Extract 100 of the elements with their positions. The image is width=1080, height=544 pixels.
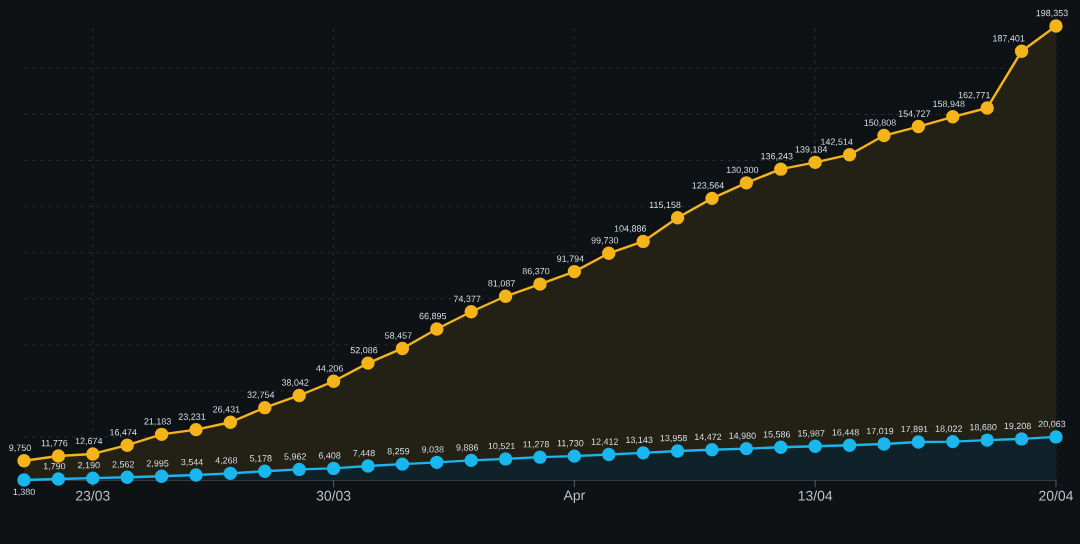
data-label: 12,674 xyxy=(75,437,103,446)
data-label: 13,143 xyxy=(626,436,653,445)
point xyxy=(911,119,926,134)
point xyxy=(1014,44,1029,58)
x-tick-label: 23/03 xyxy=(76,490,110,501)
point xyxy=(292,388,306,403)
data-label: 5,962 xyxy=(284,453,306,461)
data-label: 74,377 xyxy=(453,295,481,304)
point xyxy=(395,341,410,356)
point xyxy=(17,473,31,487)
data-label: 187,401 xyxy=(993,35,1025,43)
point xyxy=(17,453,31,468)
data-label: 58,457 xyxy=(385,332,412,340)
data-label: 142,514 xyxy=(821,138,853,146)
point xyxy=(670,211,685,225)
point xyxy=(189,422,203,437)
data-label: 2,562 xyxy=(112,461,134,469)
data-label: 4,268 xyxy=(215,457,238,465)
data-label: 130,300 xyxy=(726,166,759,175)
data-label: 162,771 xyxy=(958,91,991,100)
data-label: 11,730 xyxy=(557,440,584,448)
data-label: 17,019 xyxy=(866,427,894,436)
point xyxy=(877,437,891,451)
data-label: 32,754 xyxy=(247,391,275,399)
point xyxy=(86,447,100,461)
point xyxy=(980,433,994,447)
point xyxy=(223,466,238,481)
data-label: 18,680 xyxy=(970,424,997,432)
point xyxy=(120,470,134,484)
x-tick-label: 20/04 xyxy=(1039,490,1073,501)
data-label: 10,521 xyxy=(488,442,515,451)
data-label: 2,190 xyxy=(78,462,100,470)
point xyxy=(464,453,478,468)
point xyxy=(739,176,754,190)
point xyxy=(498,452,513,466)
data-label: 115,158 xyxy=(649,201,681,210)
data-label: 66,895 xyxy=(419,312,447,321)
point xyxy=(739,441,754,456)
point xyxy=(430,455,444,470)
point xyxy=(464,305,478,319)
data-label: 136,243 xyxy=(761,153,793,161)
point xyxy=(533,450,547,464)
point xyxy=(258,400,272,415)
data-label: 6,408 xyxy=(318,452,341,460)
point xyxy=(1049,19,1063,33)
data-label: 9,750 xyxy=(9,444,31,452)
point xyxy=(326,461,341,476)
point xyxy=(877,128,891,143)
data-label: 9,038 xyxy=(422,446,444,454)
data-label: 104,886 xyxy=(614,225,647,233)
point xyxy=(292,462,306,477)
point xyxy=(567,264,582,279)
point xyxy=(774,440,788,454)
point xyxy=(361,356,375,370)
point xyxy=(980,101,994,115)
data-label: 20,063 xyxy=(1038,420,1066,429)
point xyxy=(86,471,100,485)
point xyxy=(430,322,444,336)
point xyxy=(189,468,203,482)
point xyxy=(705,443,719,457)
data-label: 13,958 xyxy=(660,434,687,443)
data-label: 99,730 xyxy=(591,237,619,245)
data-label: 17,891 xyxy=(901,425,928,434)
point xyxy=(911,435,926,449)
point xyxy=(774,162,788,176)
data-label: 7,448 xyxy=(353,449,375,458)
data-label: 91,794 xyxy=(557,255,584,263)
data-label: 81,087 xyxy=(488,280,515,288)
x-tick-label: Apr xyxy=(563,490,586,503)
data-label: 38,042 xyxy=(281,379,309,387)
data-label: 15,586 xyxy=(763,431,791,439)
point xyxy=(223,415,238,429)
data-label: 14,980 xyxy=(729,432,756,440)
data-label: 198,353 xyxy=(1036,9,1068,18)
point xyxy=(808,439,822,454)
data-label: 150,808 xyxy=(864,119,896,127)
point xyxy=(602,447,616,462)
data-label: 1,380 xyxy=(13,488,35,497)
point xyxy=(946,434,960,449)
data-label: 3,544 xyxy=(181,458,203,467)
data-label: 9,886 xyxy=(456,444,479,452)
data-label: 16,474 xyxy=(110,429,137,437)
data-label: 86,370 xyxy=(522,267,550,276)
data-label: 26,431 xyxy=(213,406,240,414)
point xyxy=(154,427,169,442)
point xyxy=(842,147,857,162)
data-label: 5,178 xyxy=(249,455,272,463)
data-label: 18,022 xyxy=(935,425,963,433)
point xyxy=(567,449,582,463)
point xyxy=(120,438,134,452)
point xyxy=(51,472,66,486)
data-label: 154,727 xyxy=(898,110,931,118)
point xyxy=(498,289,513,303)
data-label: 123,564 xyxy=(692,182,724,190)
data-label: 8,259 xyxy=(387,448,410,456)
data-label: 1,790 xyxy=(43,462,66,471)
point xyxy=(395,457,410,471)
data-label: 11,776 xyxy=(41,439,68,448)
point xyxy=(258,464,272,478)
data-label: 2,995 xyxy=(146,460,169,468)
